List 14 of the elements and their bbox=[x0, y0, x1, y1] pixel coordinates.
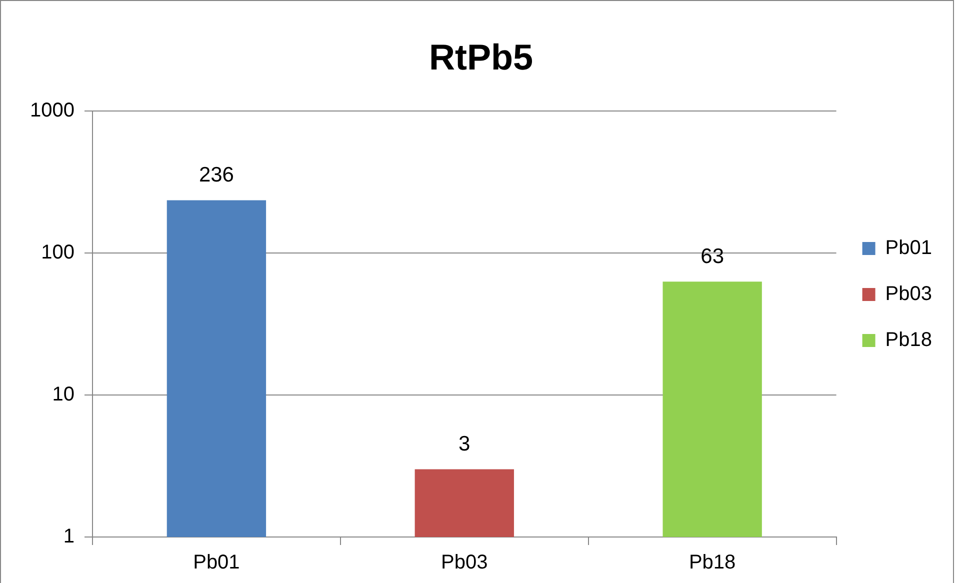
x-tick-label: Pb01 bbox=[193, 552, 240, 574]
x-tick-label: Pb18 bbox=[688, 552, 736, 574]
data-label: 236 bbox=[198, 164, 234, 186]
legend-label: Pb18 bbox=[885, 329, 932, 352]
data-label: 3 bbox=[458, 432, 470, 456]
chart-title: RtPb5 bbox=[428, 36, 534, 78]
data-label: 63 bbox=[700, 244, 724, 268]
legend-label: Pb03 bbox=[885, 283, 932, 306]
y-tick-label: 1000 bbox=[30, 100, 74, 122]
legend-label: Pb01 bbox=[885, 237, 932, 260]
y-tick-label: 1 bbox=[63, 526, 74, 548]
y-tick-label: 100 bbox=[41, 242, 74, 264]
x-tick-label: Pb03 bbox=[441, 552, 488, 574]
y-tick-label: 10 bbox=[52, 384, 74, 406]
